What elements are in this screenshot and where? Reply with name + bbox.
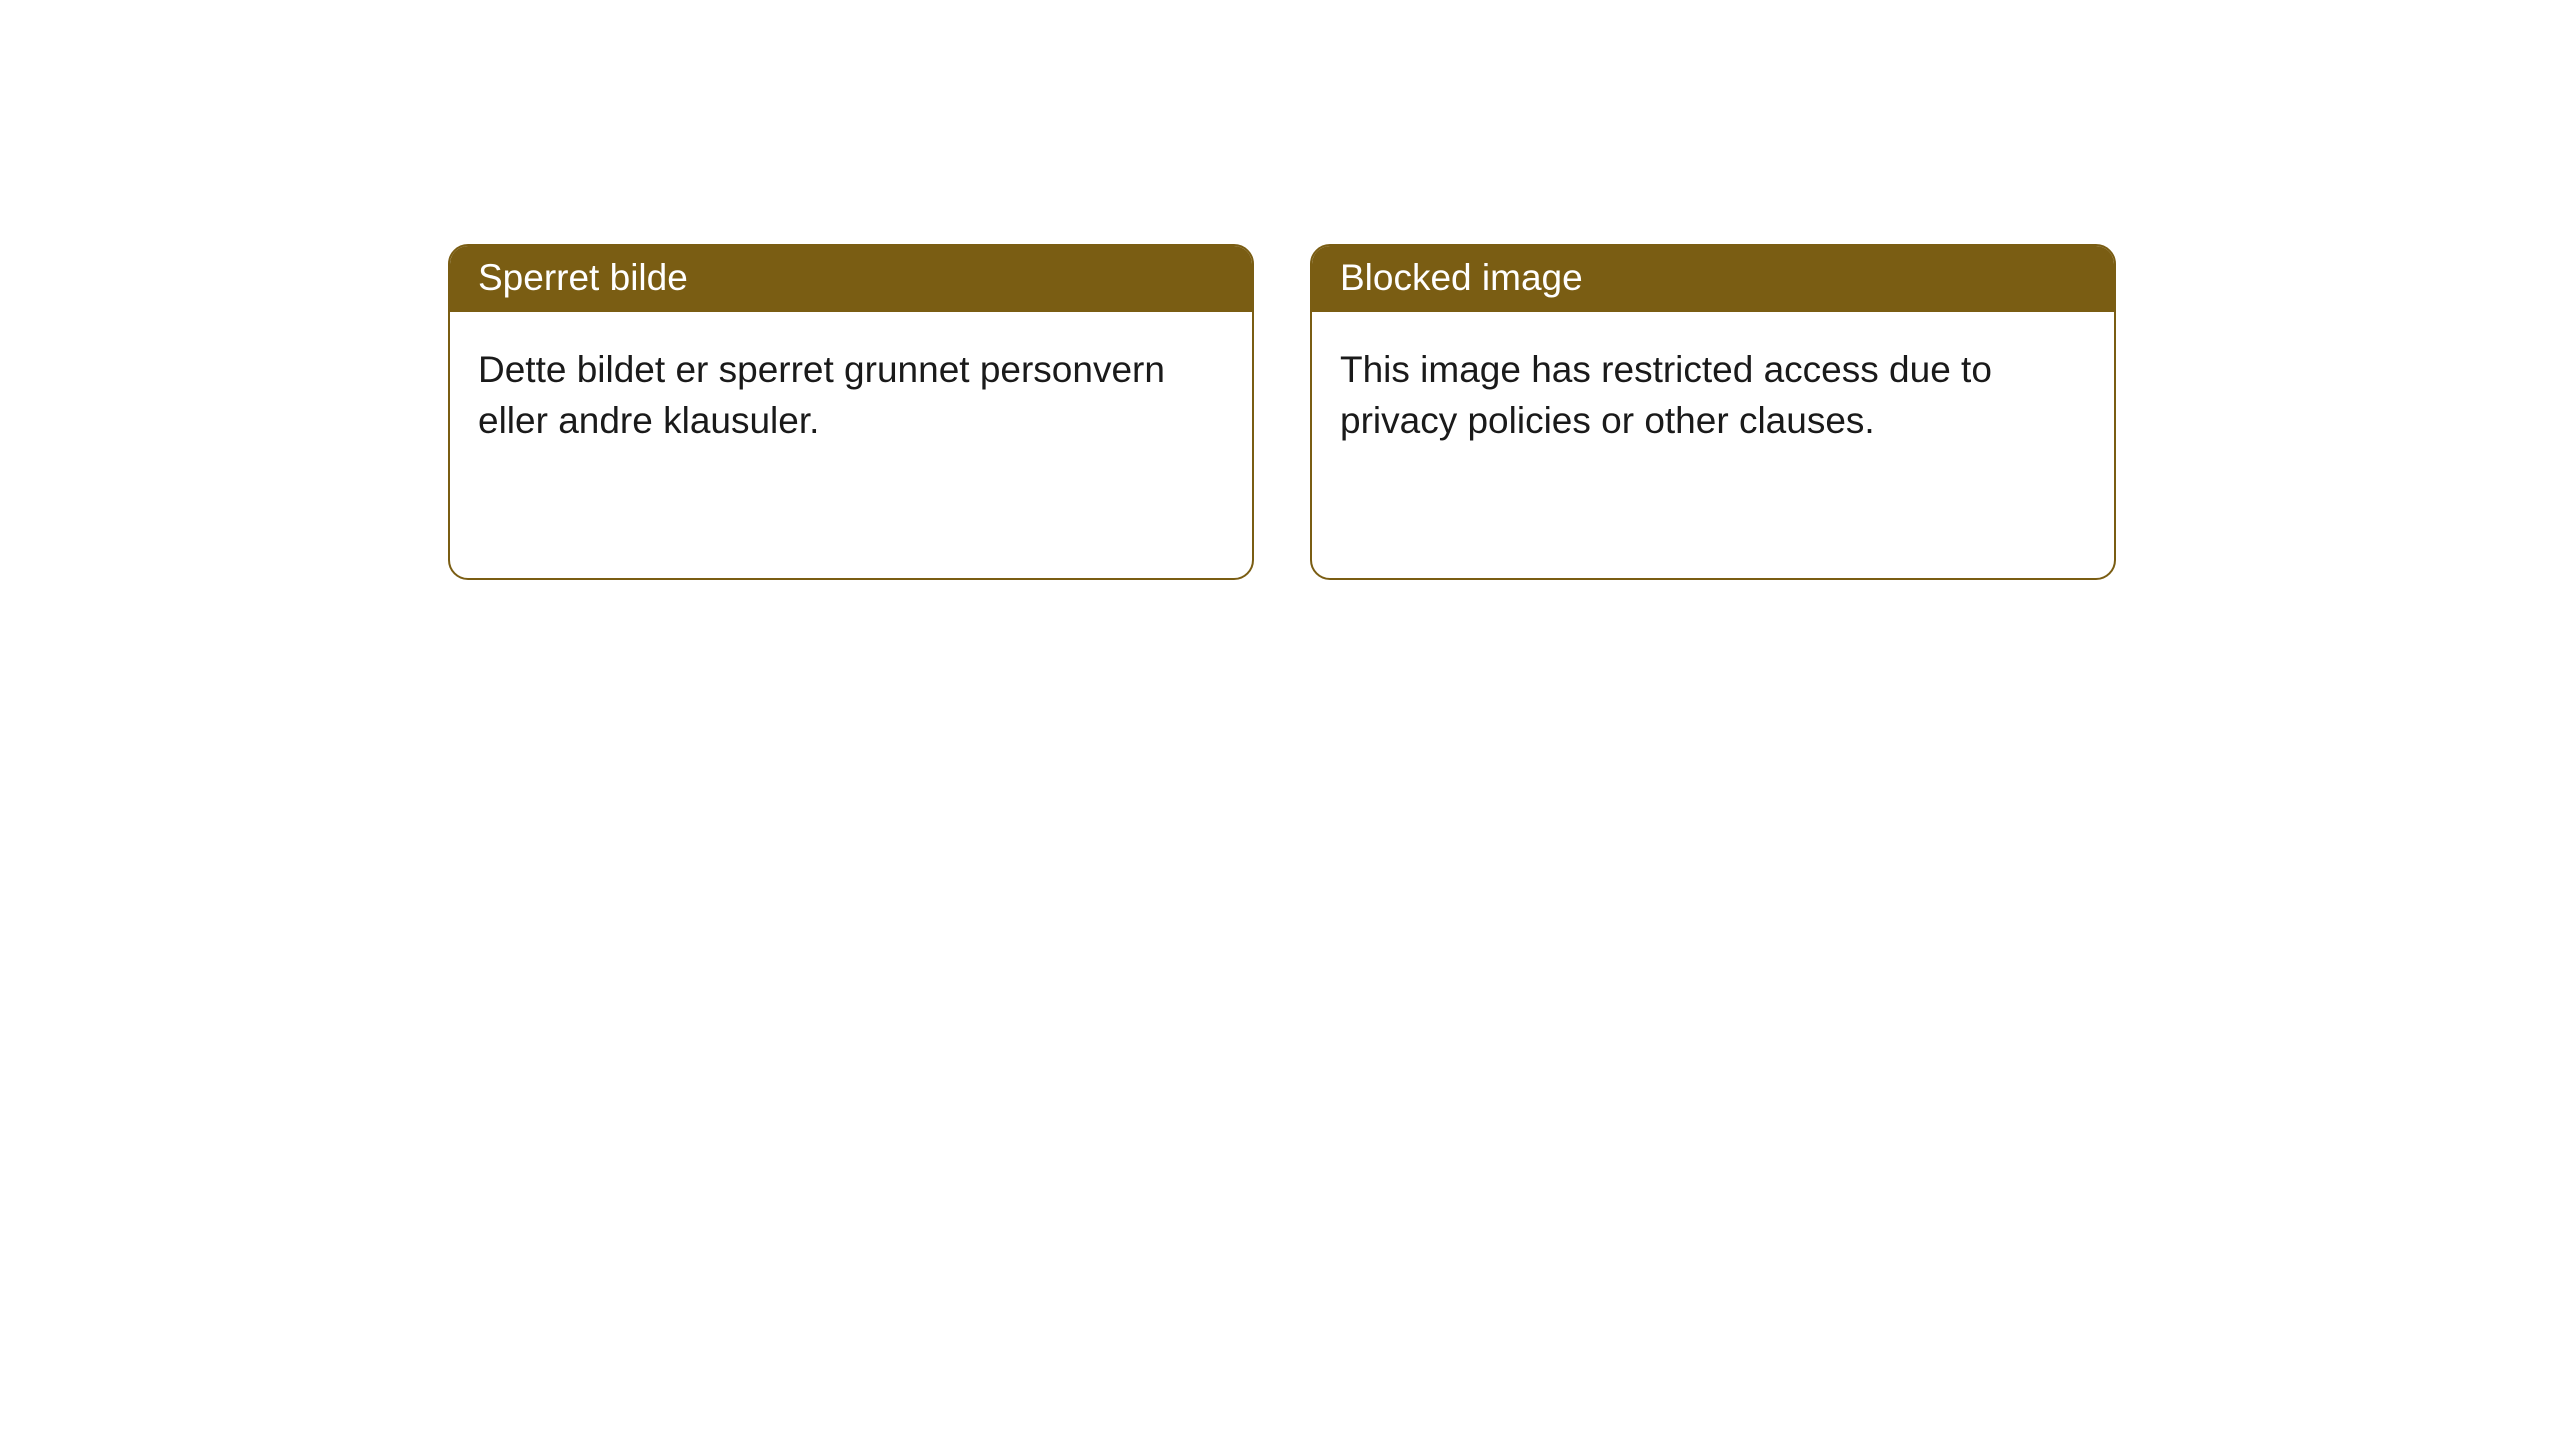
notice-card-english: Blocked image This image has restricted … <box>1310 244 2116 580</box>
notice-body: This image has restricted access due to … <box>1312 312 2114 478</box>
notice-header: Blocked image <box>1312 246 2114 312</box>
notice-body: Dette bildet er sperret grunnet personve… <box>450 312 1252 478</box>
notice-card-norwegian: Sperret bilde Dette bildet er sperret gr… <box>448 244 1254 580</box>
notice-container: Sperret bilde Dette bildet er sperret gr… <box>0 0 2560 580</box>
notice-header: Sperret bilde <box>450 246 1252 312</box>
